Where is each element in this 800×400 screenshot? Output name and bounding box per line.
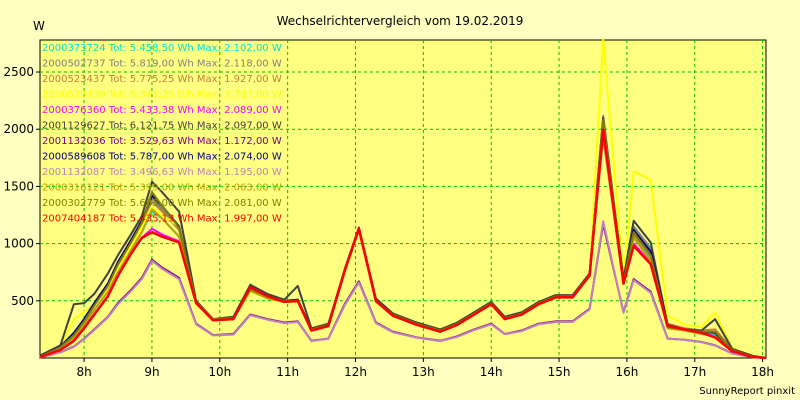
legend-entry-5: 2000376360 Tot: 5.433,38 Wh Max: 2.089,0… <box>42 105 282 116</box>
footer-text: SunnyReport pinxit <box>699 386 795 397</box>
x-tick-label: 8h <box>76 365 91 379</box>
legend-entry-9: 2001132087 Tot: 3.496,63 Wh Max: 1.195,0… <box>42 167 282 178</box>
legend-entry-10: 2000316121 Tot: 5.399,00 Wh Max: 2.063,0… <box>42 183 282 194</box>
x-tick-label: 16h <box>615 365 638 379</box>
x-tick-label: 9h <box>144 365 159 379</box>
axis-layer: 8h 9h 10h 11h 12h 13h 14h 15h 16h 17h 18h 500 1000 15… <box>3 65 774 379</box>
y-tick-label: 1000 <box>3 237 34 251</box>
y-axis-label: W <box>33 19 45 33</box>
legend-entry-11: 2000302779 Tot: 5.683,00 Wh Max: 2.081,0… <box>42 198 282 209</box>
x-tick-label: 12h <box>344 365 367 379</box>
chart-title: Wechselrichtervergleich vom 19.02.2019 <box>277 14 524 28</box>
y-tick-label: 2000 <box>3 122 34 136</box>
legend-entry-7: 2001132036 Tot: 3.529,63 Wh Max: 1.172,0… <box>42 136 282 147</box>
y-tick-label: 1500 <box>3 179 34 193</box>
x-tick-label: 18h <box>751 365 774 379</box>
legend-entry-8: 2000589608 Tot: 5.787,00 Wh Max: 2.074,0… <box>42 152 282 163</box>
legend-entry-6: 2001129627 Tot: 6.121,75 Wh Max: 2.097,0… <box>42 121 282 132</box>
x-tick-label: 17h <box>683 365 706 379</box>
legend-entry-2: 2000502737 Tot: 5.819,00 Wh Max: 2.118,0… <box>42 59 282 70</box>
x-tick-label: 11h <box>276 365 299 379</box>
x-tick-label: 13h <box>412 365 435 379</box>
y-tick-label: 2500 <box>3 65 34 79</box>
legend-entry-3: 2000523437 Tot: 5.775,25 Wh Max: 1.927,0… <box>42 74 282 85</box>
x-tick-label: 10h <box>208 365 231 379</box>
x-tick-label: 15h <box>548 365 571 379</box>
legend-entry-1: 2000373724 Tot: 5.458,50 Wh Max: 2.102,0… <box>42 43 282 54</box>
legend: 2000373724 Tot: 5.458,50 Wh Max: 2.102,0… <box>42 43 282 225</box>
legend-entry-12: 2007404187 Tot: 5.435,13 Wh Max: 1.997,0… <box>42 214 282 225</box>
y-tick-label: 500 <box>11 294 34 308</box>
grid-layer <box>40 40 766 358</box>
series-line-9 <box>39 220 767 359</box>
legend-entry-4: 2000523439 Tot: 6.345,25 Wh Max: 2.787,0… <box>42 90 282 101</box>
plot-area <box>39 39 767 359</box>
x-tick-label: 14h <box>480 365 503 379</box>
series-line-12 <box>39 128 767 360</box>
series-layer <box>39 38 767 360</box>
